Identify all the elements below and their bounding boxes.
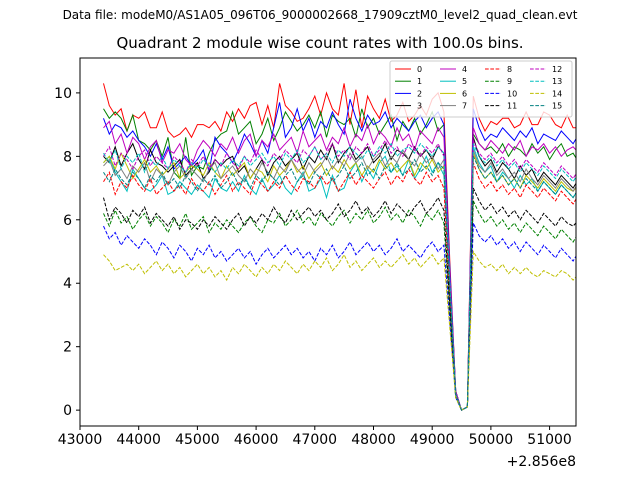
x-tick-label: 46000	[234, 432, 279, 448]
legend-label-9: 9	[507, 77, 512, 86]
series-line-4	[103, 120, 576, 411]
series-line-15	[103, 156, 576, 411]
axes-frame	[79, 57, 577, 427]
y-tick-label: 2	[63, 340, 72, 356]
series-line-2	[103, 99, 576, 411]
series-line-0	[103, 83, 576, 411]
x-tick-label: 44000	[116, 432, 161, 448]
legend-label-11: 11	[507, 102, 517, 111]
x-tick-label: 49000	[410, 432, 455, 448]
x-axis: 43000 44000 45000 46000 47000 48000 49000 50000…	[58, 426, 572, 448]
x-tick-label: 47000	[293, 432, 338, 448]
legend-label-7: 7	[462, 102, 467, 111]
legend-label-14: 14	[552, 89, 562, 98]
series-line-1	[103, 108, 576, 411]
y-tick-label: 8	[63, 149, 72, 165]
legend-label-3: 3	[417, 102, 422, 111]
legend-label-5: 5	[462, 77, 467, 86]
legend-label-1: 1	[417, 77, 422, 86]
y-tick-label: 6	[63, 213, 72, 229]
legend-label-12: 12	[552, 65, 562, 74]
y-tick-label: 0	[63, 403, 72, 419]
legend-label-10: 10	[507, 89, 517, 98]
legend-label-2: 2	[417, 89, 422, 98]
series-line-6	[103, 151, 576, 411]
series-line-10	[103, 222, 576, 411]
legend-label-8: 8	[507, 65, 512, 74]
x-tick-label: 51000	[527, 432, 572, 448]
x-tick-label: 48000	[351, 432, 396, 448]
legend-label-0: 0	[417, 65, 422, 74]
chart-title: Quadrant 2 module wise count rates with …	[116, 34, 524, 52]
legend-label-13: 13	[552, 77, 562, 86]
x-tick-label: 45000	[175, 432, 220, 448]
y-tick-label: 4	[63, 276, 72, 292]
figure-suptitle: Data file: modeM0/AS1A05_096T06_90000026…	[62, 8, 578, 22]
legend-label-6: 6	[462, 89, 467, 98]
series-line-5	[103, 146, 576, 411]
series-line-11	[103, 187, 576, 411]
x-tick-label: 50000	[469, 432, 514, 448]
series-line-14	[103, 249, 576, 411]
y-tick-label: 10	[54, 86, 72, 102]
x-offset-label: +2.856e8	[507, 454, 576, 470]
x-tick-label: 43000	[58, 432, 103, 448]
series-line-9	[103, 200, 576, 411]
legend-label-15: 15	[552, 102, 562, 111]
series-line-7	[103, 148, 576, 411]
y-axis: 0 2 4 6 8 10	[54, 86, 80, 419]
series-line-8	[103, 162, 576, 411]
series-line-13	[103, 142, 576, 411]
legend-box	[389, 60, 573, 118]
legend-label-4: 4	[462, 65, 467, 74]
series-line-12	[103, 139, 576, 411]
series-layer	[103, 83, 576, 411]
